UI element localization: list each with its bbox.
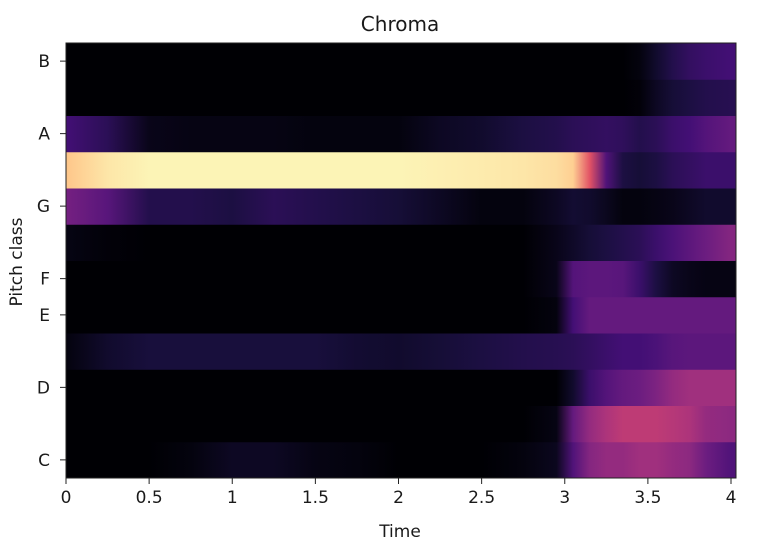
y-tick-label: B [38, 52, 50, 72]
y-tick-label: G [37, 197, 50, 217]
y-tick-label: C [38, 451, 50, 471]
x-tick-label: 3.5 [634, 488, 661, 508]
y-tick-label: E [39, 306, 50, 326]
heatmap-row-Dsharp [66, 333, 736, 370]
x-tick-label: 2.5 [468, 488, 495, 508]
heatmap-row-Asharp [66, 79, 736, 116]
plot-frame [65, 42, 737, 479]
heatmap-row-A [66, 115, 736, 153]
heatmap-row-D [66, 369, 736, 406]
x-tick-label: 0.5 [136, 488, 163, 508]
heatmap-row-Gsharp [66, 151, 736, 189]
heatmap-row-C [66, 441, 736, 479]
x-tick-label: 4 [726, 488, 737, 508]
x-tick-label: 1.5 [302, 488, 329, 508]
y-axis-label: Pitch class [7, 217, 27, 306]
x-tick-label: 1 [227, 488, 238, 508]
y-axis-ticks: C D EF G A B [37, 52, 66, 471]
x-tick-label: 0 [61, 488, 72, 508]
x-axis-label: Time [378, 522, 421, 542]
y-tick-label: A [38, 125, 50, 145]
heatmap-row-G [66, 188, 736, 225]
x-axis-ticks: 0 0.5 1 1.5 2 2.5 3 3.5 4 [61, 478, 737, 508]
chart-title: Chroma [361, 12, 439, 36]
heatmap-row-F [66, 260, 736, 298]
x-tick-label: 3 [559, 488, 570, 508]
heatmap-row-Csharp [66, 405, 736, 443]
heatmap-row-E [66, 296, 736, 334]
x-tick-label: 2 [393, 488, 404, 508]
heatmap-row-B [66, 43, 736, 80]
y-tick-label: F [40, 270, 50, 290]
y-tick-label: D [37, 378, 50, 398]
heatmap-cells [66, 43, 736, 479]
heatmap-row-Fsharp [66, 224, 736, 261]
